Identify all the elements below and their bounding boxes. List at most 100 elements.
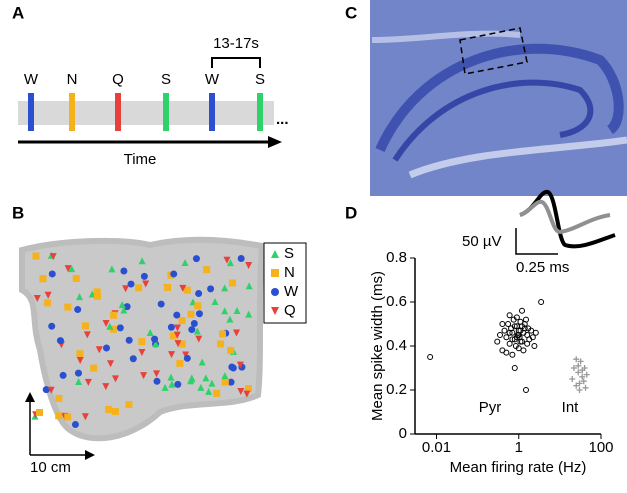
series-label: Int [562, 399, 580, 416]
position-marker [195, 310, 203, 318]
data-point [513, 314, 520, 321]
timeline-band [18, 101, 274, 125]
position-marker [174, 380, 182, 388]
data-point [522, 387, 529, 393]
data-point [570, 365, 577, 371]
position-marker [42, 386, 50, 394]
x-axis-label: Mean firing rate (Hz) [450, 459, 587, 476]
time-arrowhead [268, 136, 282, 148]
position-marker [111, 375, 119, 383]
data-point [519, 323, 526, 330]
position-marker [110, 311, 118, 319]
panel-label: C [345, 3, 357, 22]
event-bar [257, 93, 263, 131]
position-marker [182, 351, 190, 359]
data-point [575, 369, 582, 376]
position-marker [227, 346, 235, 354]
position-marker [75, 378, 83, 386]
position-marker [64, 303, 72, 311]
position-marker [125, 336, 133, 344]
data-point [577, 358, 584, 365]
position-marker [228, 279, 236, 287]
position-marker [203, 266, 211, 274]
position-marker [236, 361, 244, 369]
position-marker [142, 280, 150, 288]
position-marker [138, 257, 146, 265]
event-bar [115, 93, 121, 131]
data-point [532, 329, 539, 336]
position-marker [102, 383, 110, 391]
position-marker [140, 272, 148, 280]
event-label: N [67, 71, 78, 88]
position-marker [197, 383, 205, 391]
position-marker [44, 299, 52, 307]
histology-layer [392, 79, 594, 162]
data-point [576, 387, 583, 393]
data-point [579, 373, 586, 380]
event-bar [209, 93, 215, 131]
position-marker [146, 329, 154, 337]
data-point [506, 329, 513, 336]
series-label: Pyr [479, 399, 502, 416]
data-point [501, 327, 508, 334]
position-marker [138, 338, 146, 346]
histology-layer [408, 136, 627, 179]
position-marker [195, 335, 203, 343]
position-marker [103, 344, 111, 352]
position-marker [118, 301, 126, 309]
data-point [515, 345, 522, 352]
position-marker [173, 331, 181, 339]
position-marker [129, 355, 137, 363]
position-marker [161, 383, 169, 391]
position-marker [153, 377, 161, 385]
position-marker [44, 291, 52, 299]
position-marker [71, 421, 79, 429]
legend-marker [271, 250, 279, 258]
position-marker [59, 371, 67, 379]
position-marker [102, 320, 110, 328]
position-marker [116, 324, 124, 332]
position-marker [181, 259, 189, 267]
position-marker [74, 306, 82, 314]
position-marker [176, 359, 184, 367]
data-point [538, 299, 545, 305]
data-point [531, 343, 538, 349]
x-tick-label: 100 [588, 439, 613, 456]
legend-label: Q [284, 302, 296, 319]
position-marker [76, 356, 84, 364]
data-point [509, 351, 516, 358]
position-marker [221, 307, 229, 315]
position-marker [108, 265, 116, 273]
data-point [573, 356, 580, 363]
position-marker [243, 390, 251, 398]
position-marker [153, 370, 161, 378]
position-marker [72, 274, 80, 282]
position-marker [223, 256, 231, 264]
data-point [497, 332, 504, 338]
position-marker [226, 259, 234, 267]
data-point [529, 334, 536, 341]
position-marker [237, 388, 245, 396]
data-point [494, 338, 501, 345]
data-point [528, 327, 535, 334]
position-marker [183, 354, 191, 362]
inset-scale-bar [515, 228, 558, 255]
position-marker [211, 298, 219, 306]
position-marker [218, 330, 226, 338]
position-marker [152, 340, 160, 348]
data-point [569, 376, 576, 382]
interval-label: 13-17s [213, 35, 259, 52]
legend-box [263, 242, 307, 324]
position-marker [36, 409, 44, 417]
y-tick-label: 0.8 [386, 249, 407, 266]
position-marker [135, 284, 143, 292]
position-marker [47, 386, 55, 394]
data-point [503, 334, 510, 341]
ellipsis: ... [276, 111, 289, 128]
panel-label: B [12, 203, 24, 222]
position-marker [138, 349, 146, 357]
legend-marker [271, 269, 279, 277]
position-marker [74, 369, 82, 377]
position-marker [127, 280, 135, 288]
